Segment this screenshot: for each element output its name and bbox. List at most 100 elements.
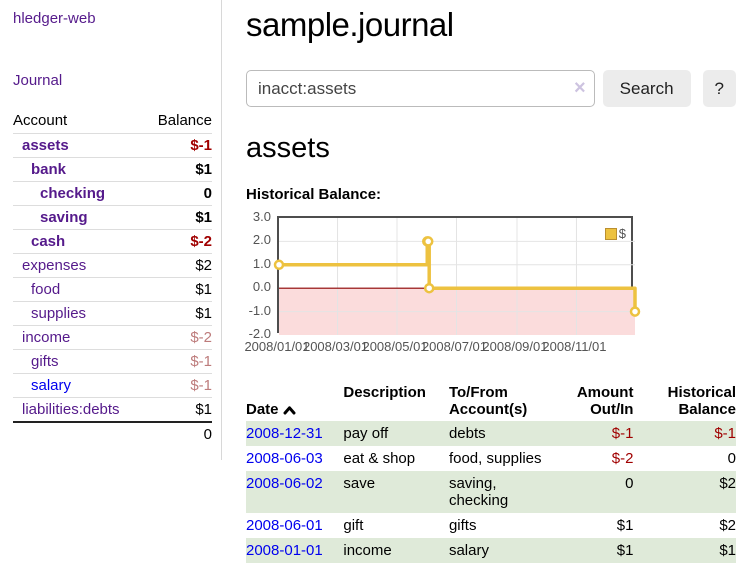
search-form: × Search ? xyxy=(246,70,736,107)
search-button[interactable]: Search xyxy=(602,70,691,107)
accounts-table: Account Balance assets $-1 ban xyxy=(13,109,212,446)
account-row: saving $1 xyxy=(13,205,212,230)
account-balance: $-2 xyxy=(144,229,212,254)
transaction-accounts: salary xyxy=(448,542,489,559)
accounts-column-header: To/From Account(s) xyxy=(448,384,528,418)
account-link[interactable]: gifts xyxy=(31,353,59,370)
balance-column-header: Balance xyxy=(157,112,212,129)
nav-journal: Journal xyxy=(13,72,212,90)
account-link[interactable]: food xyxy=(31,281,61,298)
transaction-description: eat & shop xyxy=(343,450,416,467)
transaction-date-link[interactable]: 2008-06-03 xyxy=(246,450,323,467)
account-link[interactable]: saving xyxy=(40,209,88,226)
transaction-description: pay off xyxy=(343,425,389,442)
y-tick-label: -1.0 xyxy=(248,302,271,318)
page-title: sample.journal xyxy=(246,6,454,43)
account-link[interactable]: expenses xyxy=(22,257,87,274)
x-tick-label: 2008/07/01 xyxy=(421,339,488,354)
total-spacer xyxy=(13,421,145,446)
transaction-description: save xyxy=(343,475,376,492)
description-column-header: Description xyxy=(343,384,426,401)
account-name-cell: cash xyxy=(13,229,145,254)
x-tick-label: 2008/05/01 xyxy=(362,339,428,354)
account-link[interactable]: checking xyxy=(40,185,106,202)
account-link[interactable]: cash xyxy=(31,233,66,250)
account-name-cell: bank xyxy=(13,157,145,182)
account-link[interactable]: liabilities:debts xyxy=(22,401,120,418)
app-title-link[interactable]: hledger-web xyxy=(13,10,96,27)
account-row: gifts $-1 xyxy=(13,349,212,374)
account-link[interactable]: income xyxy=(22,329,71,346)
transaction-date-link[interactable]: 2008-12-31 xyxy=(246,425,323,442)
transaction-row: 2008-06-01 gift gifts $1 $2 xyxy=(246,513,736,538)
account-row: food $1 xyxy=(13,277,212,302)
help-button[interactable]: ? xyxy=(702,70,736,107)
account-link[interactable]: supplies xyxy=(31,305,87,322)
transaction-balance: $1 xyxy=(719,542,736,559)
historical-balance-chart: 3.0 2.0 1.0 0.0 -1.0 -2.0 $ 2008/01/01 2008/03… xyxy=(244,209,641,360)
account-link[interactable]: bank xyxy=(31,161,67,178)
journal-link[interactable]: Journal xyxy=(13,72,63,89)
account-row: bank $1 xyxy=(13,157,212,182)
account-row: assets $-1 xyxy=(13,133,212,158)
accounts-total-row: 0 xyxy=(13,421,212,446)
transaction-date-link[interactable]: 2008-06-01 xyxy=(246,517,323,534)
transaction-date-link[interactable]: 2008-01-01 xyxy=(246,542,323,559)
transaction-row: 2008-01-01 income salary $1 $1 xyxy=(246,538,736,563)
x-tick-label: 2008/01/01 xyxy=(244,339,310,354)
account-balance: 0 xyxy=(144,181,212,206)
transaction-accounts: food, supplies xyxy=(448,450,542,467)
y-tick-label: 0.0 xyxy=(252,279,271,295)
chart-plot-svg xyxy=(273,218,641,335)
date-column-header[interactable]: Date xyxy=(246,382,343,421)
accounts-table-header: Account Balance xyxy=(13,109,212,134)
transaction-description: gift xyxy=(343,517,364,534)
account-row: liabilities:debts $1 xyxy=(13,397,212,422)
date-header-label: Date xyxy=(246,401,279,418)
transaction-row: 2008-12-31 pay off debts $-1 $-1 xyxy=(246,421,736,446)
sidebar: hledger-web Journal Account Balance asse… xyxy=(0,0,222,460)
account-balance: $1 xyxy=(144,277,212,302)
account-balance: $-1 xyxy=(144,133,212,158)
main-content: sample.journal × Search ? assets Histori… xyxy=(222,0,742,563)
page: hledger-web Journal Account Balance asse… xyxy=(0,0,742,563)
transactions-header-row: Date Description To/From Account(s) Amou… xyxy=(246,382,736,421)
transaction-row: 2008-06-02 save saving, checking 0 $2 xyxy=(246,471,736,513)
search-input[interactable] xyxy=(246,70,595,107)
amount-column-header: Amount Out/In xyxy=(576,384,634,418)
transaction-description: income xyxy=(343,542,392,559)
clear-search-icon[interactable]: × xyxy=(573,77,586,99)
transaction-balance: $2 xyxy=(719,517,736,534)
chart-plot-area: $ xyxy=(273,216,641,335)
transaction-balance: 0 xyxy=(727,450,736,467)
account-row: checking 0 xyxy=(13,181,212,206)
current-account-heading: assets xyxy=(246,132,330,164)
x-tick-label: 2008/11/01 xyxy=(542,339,607,354)
transaction-balance: $2 xyxy=(719,475,736,492)
chart-heading: Historical Balance: xyxy=(246,186,382,203)
transaction-date-link[interactable]: 2008-06-02 xyxy=(246,475,323,492)
transaction-date-cell: 2008-06-02 xyxy=(246,471,343,513)
account-link[interactable]: salary xyxy=(31,377,72,394)
account-balance: $2 xyxy=(144,253,212,278)
y-tick-label: -2.0 xyxy=(248,326,271,341)
y-tick-label: 2.0 xyxy=(252,232,271,248)
account-row: cash $-2 xyxy=(13,229,212,254)
account-row: income $-2 xyxy=(13,325,212,350)
chart-y-axis-labels: 3.0 2.0 1.0 0.0 -1.0 -2.0 xyxy=(246,209,272,341)
account-balance: $-1 xyxy=(144,349,212,374)
transaction-amount: 0 xyxy=(625,475,634,492)
account-balance: $-1 xyxy=(144,373,212,398)
account-name-cell: liabilities:debts xyxy=(13,397,145,422)
account-row: salary $-1 xyxy=(13,373,212,398)
transaction-balance: $-1 xyxy=(714,425,736,442)
transaction-amount: $-2 xyxy=(611,450,634,467)
transaction-accounts: saving, checking xyxy=(448,475,509,509)
y-tick-label: 1.0 xyxy=(252,255,271,271)
transaction-date-cell: 2008-06-01 xyxy=(246,513,343,538)
transaction-accounts: debts xyxy=(448,425,486,442)
account-name-cell: income xyxy=(13,325,145,350)
account-name-cell: saving xyxy=(13,205,145,230)
account-balance: $1 xyxy=(144,397,212,422)
account-link[interactable]: assets xyxy=(22,137,69,154)
